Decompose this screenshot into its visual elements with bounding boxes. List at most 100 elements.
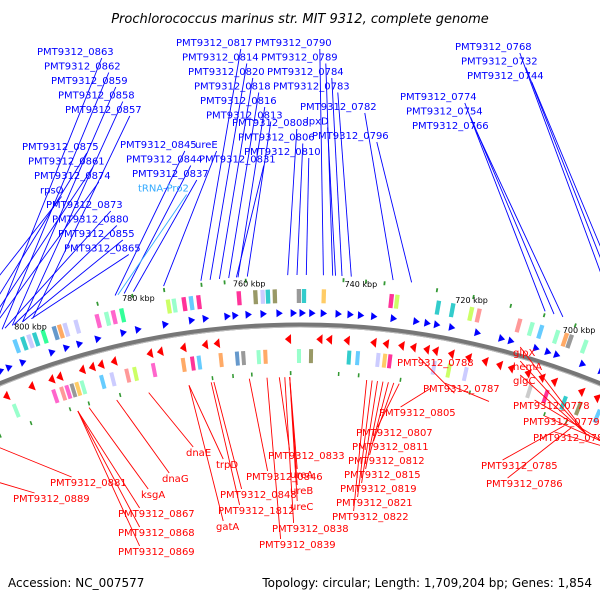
gene-label-top: PMT9312_0859 — [51, 76, 128, 87]
reverse-gene-arrow — [398, 341, 405, 351]
cog-block-inner — [461, 366, 469, 382]
gene-label-bottom: PMT9312_0779 — [523, 417, 600, 428]
gene-label-bottom: PMT9312_0805 — [379, 408, 456, 419]
gene-leader-top — [133, 179, 198, 292]
cog-block-inner — [196, 355, 203, 370]
inner-marker — [543, 412, 546, 417]
cog-block-outer — [31, 332, 41, 347]
cog-block-outer — [526, 321, 535, 337]
gene-label-bottom: PMT9312_0833 — [268, 451, 345, 462]
gene-leader-bottom — [502, 425, 565, 461]
cog-block-outer — [253, 290, 259, 305]
inner-marker — [250, 372, 253, 377]
outer-marker — [509, 303, 513, 308]
gene-label-bottom: PMT9312_0839 — [259, 540, 336, 551]
gene-label-top: PMT9312_0782 — [300, 102, 377, 113]
gene-label-top: PMT9312_0768 — [455, 42, 532, 53]
outer-marker — [365, 279, 368, 284]
forward-gene-arrow — [357, 311, 365, 320]
gene-label-top: PMT9312_0774 — [400, 92, 477, 103]
cog-block-inner — [11, 403, 21, 418]
gene-leader-top — [476, 131, 564, 318]
outer-marker — [573, 323, 577, 328]
cog-block-inner — [445, 363, 452, 378]
cog-block-inner — [74, 381, 83, 397]
gene-label-bottom: PMT9312_0869 — [118, 547, 195, 558]
gene-label-top: PMT9312_0754 — [406, 107, 483, 118]
gene-label-top: PMT9312_0810 — [244, 147, 321, 158]
gene-label-top: PMT9312_0837 — [132, 169, 209, 180]
map-title: Prochlorococcus marinus str. MIT 9312, c… — [111, 12, 489, 27]
reverse-gene-arrow — [507, 364, 516, 374]
gene-label-bottom: PMT9312_0867 — [118, 509, 195, 520]
gene-label-bottom: PMT9312_0868 — [118, 528, 195, 539]
gene-leader-top — [163, 150, 218, 287]
cog-block-inner — [218, 352, 224, 368]
label-leaders — [0, 48, 600, 547]
gene-leader-top — [296, 143, 304, 276]
gene-label-top: PMT9312_0863 — [37, 47, 114, 58]
gene-label-top: PMT9312_0808 — [232, 118, 309, 129]
gene-label-top: PMT9312_0873 — [46, 200, 123, 211]
gene-leader-bottom — [400, 388, 431, 408]
reverse-gene-arrow — [97, 359, 105, 369]
genome-rings — [0, 278, 600, 438]
kbp-tick-label: 780 kbp — [122, 294, 155, 303]
cog-block-outer — [94, 313, 102, 329]
reverse-gene-arrow — [316, 334, 323, 345]
cog-block-outer — [272, 289, 278, 304]
reverse-gene-arrow — [409, 342, 417, 353]
outer-marker — [200, 282, 203, 287]
gene-label-bottom: PMT9312_0807 — [356, 428, 433, 439]
forward-gene-arrow — [544, 347, 552, 355]
kbp-tick-label: 760 kbp — [233, 280, 266, 289]
gene-label-bottom: PMT9312_0811 — [352, 442, 429, 453]
gene-label-top: ureE — [195, 140, 218, 151]
forward-gene-arrow — [309, 309, 316, 318]
reverse-gene-arrow — [382, 339, 390, 349]
gene-label-top: PMT9312_0845 — [120, 140, 197, 151]
cog-block-inner — [59, 386, 68, 401]
cog-block-inner — [592, 408, 600, 424]
inner-marker — [232, 373, 234, 379]
cog-block-outer — [514, 318, 523, 333]
cog-block-inner — [79, 380, 88, 395]
gene-label-top: PMT9312_0865 — [64, 244, 141, 255]
reverse-gene-arrow — [284, 334, 292, 345]
forward-gene-arrow — [474, 328, 481, 337]
inner-marker — [337, 372, 340, 376]
cog-block-outer — [579, 339, 589, 354]
gene-leader-bottom — [77, 410, 140, 509]
outer-marker — [472, 294, 475, 300]
gene-label-bottom: PMT9312_0812 — [348, 456, 425, 467]
forward-gene-arrow — [245, 310, 252, 319]
reverse-gene-arrow — [593, 394, 600, 404]
cog-block-outer — [474, 308, 482, 323]
gene-leader-top — [305, 157, 310, 276]
gene-label-top: PMT9312_0820 — [188, 67, 265, 78]
kbp-tick-label: 700 kbp — [563, 326, 596, 335]
gene-leader-top — [114, 150, 186, 296]
cog-block-inner — [574, 401, 583, 416]
cog-block-outer — [467, 306, 475, 322]
forward-gene-arrow — [162, 320, 169, 329]
gene-label-top: PMT9312_0814 — [182, 53, 259, 64]
reverse-gene-arrow — [538, 373, 546, 383]
reverse-gene-arrow — [179, 342, 187, 353]
cog-block-inner — [355, 351, 361, 366]
cog-block-outer — [56, 324, 65, 339]
gene-leader-bottom — [554, 431, 600, 446]
gene-leader-top — [0, 152, 88, 295]
cog-block-outer — [260, 289, 266, 304]
gene-label-top: PMT9312_0875 — [22, 142, 99, 153]
gene-label-bottom: PMT9312_0778 — [513, 401, 590, 412]
forward-gene-arrow — [448, 323, 456, 331]
cog-block-outer — [171, 298, 178, 313]
cog-block-inner — [296, 349, 301, 363]
gene-leader-top — [246, 121, 272, 277]
gene-label-top: PMT9312_0861 — [28, 157, 105, 168]
gene-leader-top — [209, 63, 248, 280]
reverse-gene-arrow — [423, 344, 431, 355]
gene-label-bottom: PMT9312_0821 — [336, 498, 413, 509]
